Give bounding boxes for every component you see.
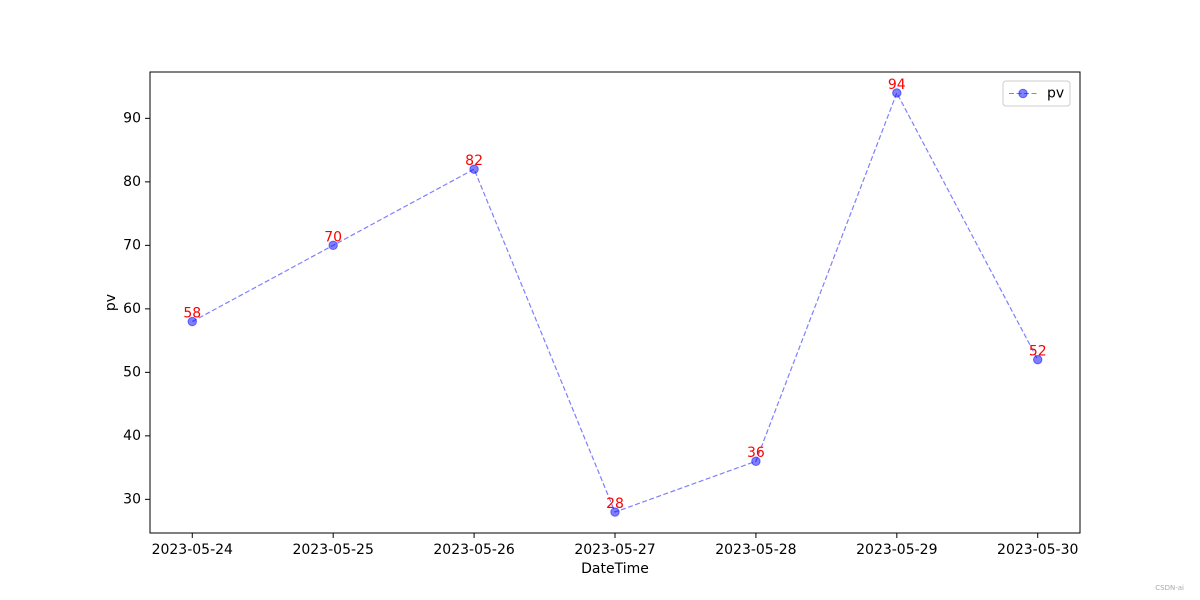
data-label: 58: [183, 306, 201, 322]
x-axis-label: DateTime: [581, 561, 649, 577]
data-point: [751, 456, 761, 466]
x-tick-label: 2023-05-25: [292, 542, 373, 558]
x-tick-label: 2023-05-28: [715, 542, 796, 558]
legend-label: pv: [1047, 86, 1064, 102]
data-point: [187, 316, 197, 327]
data-point: [892, 88, 902, 98]
data-point: [328, 240, 338, 251]
data-label: 70: [324, 229, 342, 245]
y-tick-label: 50: [123, 364, 141, 380]
x-tick-label: 2023-05-29: [856, 542, 937, 558]
y-tick-label: 70: [123, 237, 141, 253]
data-point: [1033, 354, 1043, 365]
y-tick-label: 30: [123, 491, 141, 507]
data-point: [610, 507, 620, 517]
y-tick-label: 60: [123, 301, 141, 317]
x-tick-label: 2023-05-30: [997, 542, 1078, 558]
data-point: [469, 164, 479, 174]
x-tick-label: 2023-05-24: [152, 542, 233, 558]
y-tick-label: 40: [123, 428, 141, 444]
plot-frame: [149, 71, 1081, 534]
x-tick-label: 2023-05-27: [574, 542, 655, 558]
data-label: 28: [606, 496, 624, 512]
data-label: 36: [747, 445, 765, 461]
x-tick-label: 2023-05-26: [433, 542, 514, 558]
data-label: 94: [888, 77, 906, 93]
y-axis-label: pv: [103, 294, 119, 311]
y-tick-label: 90: [123, 110, 141, 126]
watermark: CSDN-ai: [1155, 584, 1184, 592]
legend-marker: [1018, 88, 1028, 99]
data-label: 52: [1029, 344, 1047, 360]
data-label: 82: [465, 153, 483, 169]
y-tick-label: 80: [123, 174, 141, 190]
